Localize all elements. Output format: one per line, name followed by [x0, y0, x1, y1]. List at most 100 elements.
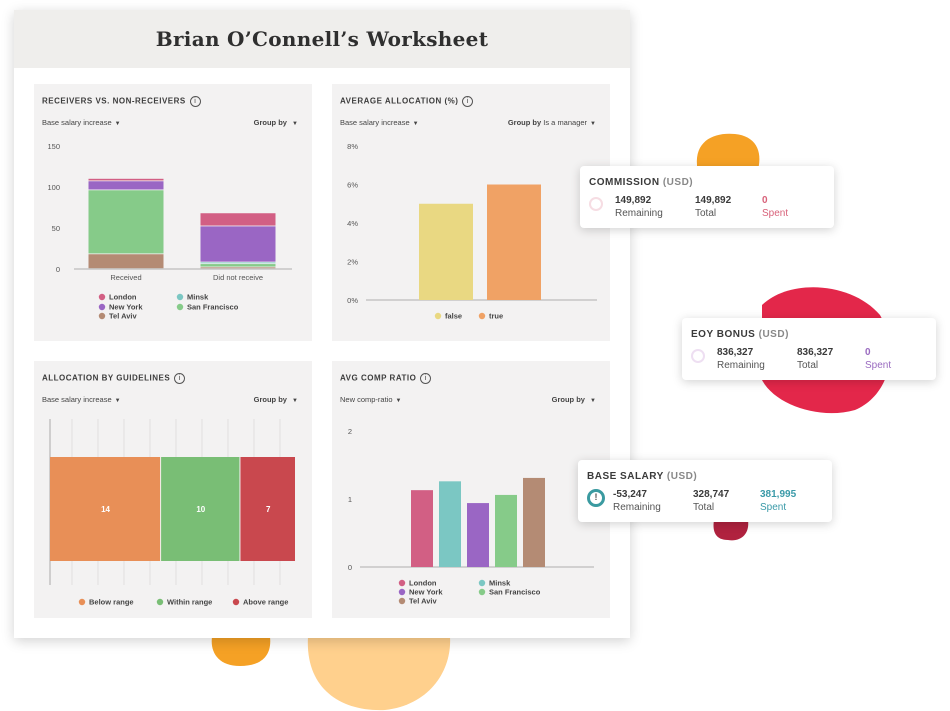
segment-label: 14: [101, 505, 110, 514]
bar-segment: [200, 213, 276, 226]
info-icon[interactable]: i: [189, 96, 201, 107]
metric-select-value: New comp-ratio: [340, 395, 393, 404]
warning-exclamation-icon: !: [587, 489, 605, 507]
y-tick-label: 150: [47, 142, 60, 151]
groupby-label: Group by: [551, 395, 585, 404]
spent-label: Spent: [760, 502, 787, 513]
bar: [467, 503, 489, 567]
legend-label: Tel Aviv: [409, 597, 437, 606]
legend-swatch: [156, 598, 164, 606]
card-title: EOY BONUS (USD): [691, 329, 789, 340]
info-icon[interactable]: i: [420, 373, 432, 384]
bar-segment: [200, 264, 276, 267]
legend-label: Above range: [243, 598, 288, 607]
bar: [411, 490, 433, 567]
total-value: 149,892: [695, 195, 732, 206]
remaining-label: Remaining: [615, 208, 663, 219]
bar-segment: [200, 226, 276, 262]
spent-stat: 0 Spent: [762, 194, 788, 220]
legend-label: New York: [109, 303, 143, 312]
panel-guidelines: ALLOCATION BY GUIDELINES i Base salary in…: [34, 361, 312, 618]
legend-label: Below range: [89, 598, 134, 607]
panel-title-text: ALLOCATION BY GUIDELINES: [42, 373, 171, 383]
total-label: Total: [695, 208, 717, 219]
remaining-value: -53,247: [613, 489, 647, 500]
spent-stat: 0 Spent: [865, 346, 891, 372]
bar: [419, 203, 473, 300]
caret-down-icon: ▼: [590, 398, 596, 404]
metric-select[interactable]: Base salary increase ▼: [42, 118, 121, 127]
panel-title: AVERAGE ALLOCATION (%) i: [340, 96, 474, 107]
spent-stat: 381,995 Spent: [760, 488, 796, 514]
legend-label: Tel Aviv: [109, 312, 137, 321]
info-icon[interactable]: i: [174, 373, 186, 384]
progress-ring-icon: [589, 197, 603, 211]
legend-swatch: [478, 588, 486, 596]
legend-swatch: [98, 293, 106, 301]
legend-swatch: [78, 598, 86, 606]
bar-segment: [88, 181, 164, 190]
legend-label: true: [489, 312, 503, 321]
legend-swatch: [478, 579, 486, 587]
groupby-label: Group by: [253, 395, 287, 404]
legend-swatch: [478, 312, 486, 320]
y-tick-label: 100: [47, 183, 60, 192]
remaining-value: 149,892: [615, 195, 652, 206]
legend-label: San Francisco: [489, 588, 541, 597]
bar: [439, 481, 461, 567]
base-salary-card[interactable]: BASE SALARY (USD) ! -53,247 Remaining 328…: [578, 460, 832, 522]
legend-swatch: [398, 597, 406, 605]
y-tick-label: 8%: [347, 142, 358, 151]
segment-label: 10: [196, 505, 205, 514]
total-value: 328,747: [693, 489, 730, 500]
panel-receivers: RECEIVERS VS. NON-RECEIVERS i Base salary…: [34, 84, 312, 341]
groupby-value: Is a manager: [543, 118, 588, 127]
spent-value: 0: [762, 195, 768, 206]
metric-select[interactable]: New comp-ratio ▼: [340, 395, 401, 404]
bar-segment: [200, 267, 276, 269]
metric-select[interactable]: Base salary increase ▼: [42, 395, 121, 404]
spent-value: 381,995: [760, 489, 797, 500]
panel-title: RECEIVERS VS. NON-RECEIVERS i: [42, 96, 201, 107]
card-unit: (USD): [662, 177, 694, 188]
groupby-select[interactable]: Group by Is a manager ▼: [508, 118, 596, 127]
y-tick-label: 0%: [347, 296, 358, 305]
receivers-chart: 0 50 100 150 Received Did not receive London Mi…: [47, 142, 292, 321]
panel-comp-ratio: AVG COMP RATIO i New comp-ratio ▼ Group by…: [332, 361, 610, 618]
legend-swatch: [232, 598, 240, 606]
remaining-label: Remaining: [717, 360, 765, 371]
total-value: 836,327: [797, 347, 834, 358]
metric-select-value: Base salary increase: [42, 118, 112, 127]
groupby-select[interactable]: Group by ▼: [254, 118, 298, 127]
caret-down-icon: ▼: [114, 398, 121, 404]
info-icon[interactable]: i: [462, 96, 474, 107]
guidelines-chart: 14 10 7 Below range Within range Above range: [49, 419, 295, 607]
groupby-select[interactable]: Group by ▼: [254, 395, 298, 404]
panel-title: AVG COMP RATIO i: [340, 373, 432, 384]
total-stat: 836,327 Total: [797, 346, 833, 372]
caret-down-icon: ▼: [590, 121, 596, 127]
bar: [487, 184, 541, 300]
comp-ratio-chart: 0 1 2 London Minsk New York San Francisco Tel A…: [348, 427, 594, 606]
total-label: Total: [797, 360, 819, 371]
metric-select[interactable]: Base salary increase ▼: [340, 118, 419, 127]
legend-label: London: [409, 579, 437, 588]
groupby-select[interactable]: Group by ▼: [552, 395, 596, 404]
legend-label: Minsk: [187, 293, 209, 302]
card-title-text: EOY BONUS: [691, 329, 756, 340]
legend-swatch: [398, 579, 406, 587]
bar-segment: [88, 190, 164, 254]
caret-down-icon: ▼: [395, 398, 402, 404]
spent-label: Spent: [865, 360, 892, 371]
panel-title-text: AVERAGE ALLOCATION (%): [340, 96, 459, 106]
eoy-bonus-card[interactable]: EOY BONUS (USD) 836,327 Remaining 836,327…: [682, 318, 936, 380]
legend-swatch: [398, 588, 406, 596]
panel-title-text: AVG COMP RATIO: [340, 373, 417, 383]
x-tick-label: Received: [110, 273, 141, 282]
average-allocation-chart: 0% 2% 4% 6% 8% false true: [347, 142, 597, 321]
panel-average-allocation: AVERAGE ALLOCATION (%) i Base salary incr…: [332, 84, 610, 341]
legend-label: Within range: [167, 598, 212, 607]
legend-label: false: [445, 312, 462, 321]
commission-card[interactable]: COMMISSION (USD) 149,892 Remaining 149,89…: [580, 166, 834, 228]
x-tick-label: Did not receive: [213, 273, 263, 282]
